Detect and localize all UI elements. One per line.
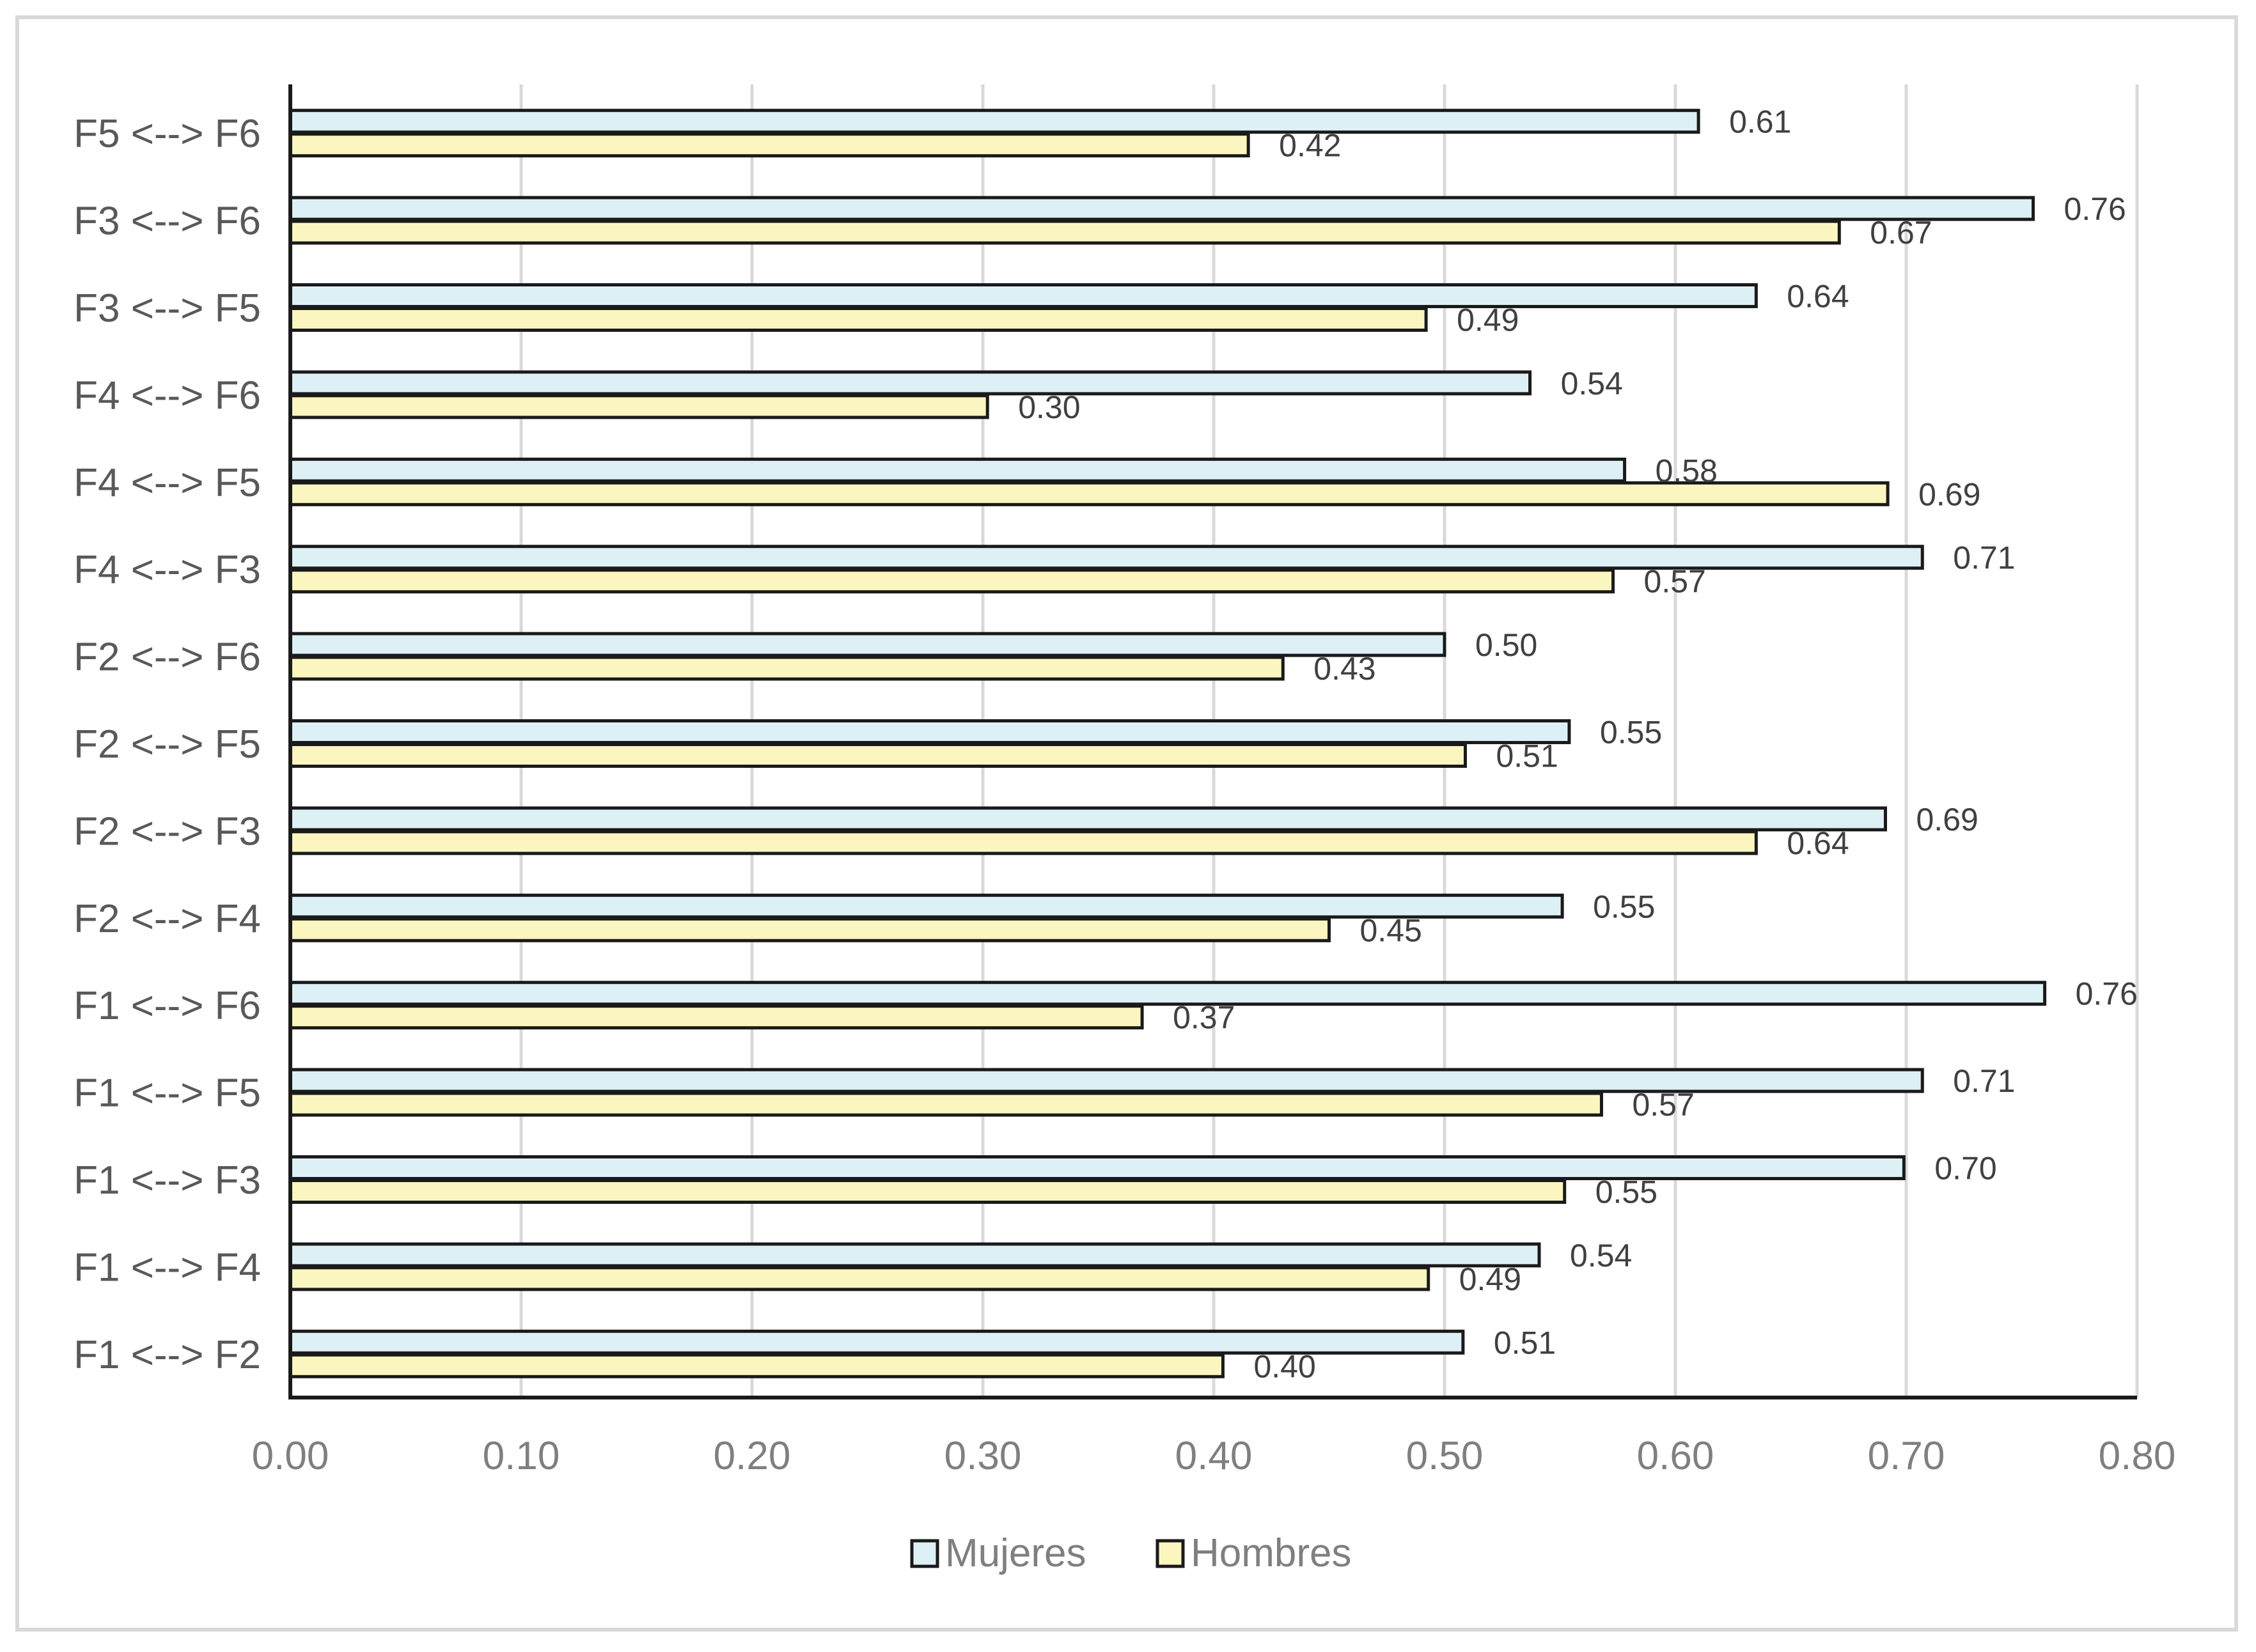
data-label-hombres: 0.51 xyxy=(1496,738,1558,774)
data-label-hombres: 0.67 xyxy=(1870,215,1932,251)
data-label-hombres: 0.69 xyxy=(1918,476,1980,512)
data-label-hombres: 0.45 xyxy=(1360,912,1422,948)
data-label-mujeres: 0.50 xyxy=(1475,627,1537,663)
data-labels: 0.61 0.42 0.76 0.67 0.64 0.49 0.54 0.30 0.58 0.69… xyxy=(1018,104,2138,1385)
bar-hombres xyxy=(288,743,1467,768)
bar-hombres xyxy=(288,394,989,419)
bar-hombres xyxy=(288,307,1428,332)
data-label-mujeres: 0.71 xyxy=(1953,1063,2015,1099)
bar-mujeres xyxy=(288,283,1758,308)
data-label-mujeres: 0.55 xyxy=(1593,889,1655,924)
bar-hombres xyxy=(288,1091,1603,1117)
data-label-hombres: 0.55 xyxy=(1595,1174,1657,1210)
data-label-hombres: 0.37 xyxy=(1173,1000,1235,1036)
bar-mujeres xyxy=(288,1329,1465,1355)
data-label-mujeres: 0.70 xyxy=(1934,1151,1996,1187)
data-label-hombres: 0.49 xyxy=(1457,302,1519,338)
bar-hombres xyxy=(288,132,1250,158)
x-tick-label: 0.70 xyxy=(1868,1434,1945,1478)
x-tick-label: 0.80 xyxy=(2099,1434,2176,1478)
category-label: F4 <--> F6 xyxy=(74,373,261,417)
bar-hombres xyxy=(288,1179,1567,1204)
legend: Mujeres Hombres xyxy=(910,1531,1352,1575)
data-label-hombres: 0.49 xyxy=(1459,1261,1521,1297)
data-label-mujeres: 0.76 xyxy=(2064,191,2126,227)
category-label: F2 <--> F4 xyxy=(74,897,261,941)
bar-mujeres xyxy=(288,981,2047,1006)
bar-mujeres xyxy=(288,109,1700,134)
category-label: F4 <--> F5 xyxy=(74,461,261,505)
x-tick-label: 0.30 xyxy=(944,1434,1022,1478)
bar-hombres xyxy=(288,655,1285,681)
data-label-mujeres: 0.64 xyxy=(1787,279,1849,315)
data-label-mujeres: 0.69 xyxy=(1916,802,1978,838)
bar-hombres xyxy=(288,568,1615,594)
category-label: F3 <--> F6 xyxy=(74,199,261,244)
bar-mujeres xyxy=(288,719,1571,744)
data-label-hombres: 0.40 xyxy=(1253,1348,1315,1384)
category-label: F1 <--> F6 xyxy=(74,984,261,1028)
x-tick-label: 0.10 xyxy=(483,1434,560,1478)
data-label-mujeres: 0.54 xyxy=(1561,366,1623,401)
bar-mujeres xyxy=(288,893,1564,919)
bar-chart: 0.00 0.10 0.20 0.30 0.40 0.50 0.60 0.70 0.80 F5 <… xyxy=(74,84,2175,1575)
category-label: F1 <--> F4 xyxy=(74,1245,261,1290)
category-label: F3 <--> F5 xyxy=(74,286,261,331)
x-tick-label: 0.50 xyxy=(1406,1434,1484,1478)
bar-mujeres xyxy=(288,370,1532,396)
category-label: F1 <--> F5 xyxy=(74,1071,261,1116)
axes: 0.00 0.10 0.20 0.30 0.40 0.50 0.60 0.70 0.80 F5 <… xyxy=(74,84,2175,1478)
data-label-hombres: 0.43 xyxy=(1313,651,1375,687)
bar-hombres xyxy=(288,219,1841,245)
data-label-mujeres: 0.54 xyxy=(1570,1238,1632,1274)
data-label-hombres: 0.42 xyxy=(1279,128,1341,164)
bar-hombres xyxy=(288,1266,1430,1291)
bar-mujeres xyxy=(288,1155,1906,1180)
legend-label-mujeres: Mujeres xyxy=(945,1531,1086,1575)
x-tick-label: 0.60 xyxy=(1637,1434,1714,1478)
data-label-hombres: 0.64 xyxy=(1787,825,1849,861)
data-label-hombres: 0.57 xyxy=(1644,564,1706,600)
category-label: F4 <--> F3 xyxy=(74,548,261,592)
bar-hombres xyxy=(288,917,1331,942)
bars xyxy=(288,109,2047,1378)
bar-mujeres xyxy=(288,196,2035,221)
bar-hombres xyxy=(288,481,1890,506)
category-label: F5 <--> F6 xyxy=(74,112,261,156)
x-tick-label: 0.20 xyxy=(714,1434,791,1478)
data-label-mujeres: 0.51 xyxy=(1494,1325,1556,1360)
bar-mujeres xyxy=(288,632,1446,657)
bar-mujeres xyxy=(288,1242,1541,1268)
legend-label-hombres: Hombres xyxy=(1191,1531,1352,1575)
legend-swatch-hombres xyxy=(1155,1539,1185,1568)
x-tick-label: 0.00 xyxy=(252,1434,329,1478)
category-label: F2 <--> F5 xyxy=(74,722,261,767)
bar-hombres xyxy=(288,1004,1144,1030)
legend-swatch-mujeres xyxy=(910,1539,939,1568)
chart-frame: 0.00 0.10 0.20 0.30 0.40 0.50 0.60 0.70 0.80 F5 <… xyxy=(15,15,2238,1632)
category-label: F1 <--> F2 xyxy=(74,1333,261,1377)
bar-mujeres xyxy=(288,806,1888,832)
data-label-mujeres: 0.71 xyxy=(1953,540,2015,576)
bar-hombres xyxy=(288,830,1758,855)
bar-mujeres xyxy=(288,457,1627,483)
data-label-mujeres: 0.58 xyxy=(1656,453,1718,488)
data-label-hombres: 0.30 xyxy=(1018,389,1080,425)
data-label-hombres: 0.57 xyxy=(1632,1087,1694,1123)
bar-hombres xyxy=(288,1353,1225,1378)
data-label-mujeres: 0.76 xyxy=(2076,976,2138,1012)
data-label-mujeres: 0.61 xyxy=(1729,104,1791,140)
category-label: F1 <--> F3 xyxy=(74,1158,261,1203)
bar-mujeres xyxy=(288,1068,1924,1093)
data-label-mujeres: 0.55 xyxy=(1600,715,1662,751)
category-label: F2 <--> F3 xyxy=(74,809,261,853)
category-label: F2 <--> F6 xyxy=(74,635,261,680)
x-tick-label: 0.40 xyxy=(1175,1434,1253,1478)
